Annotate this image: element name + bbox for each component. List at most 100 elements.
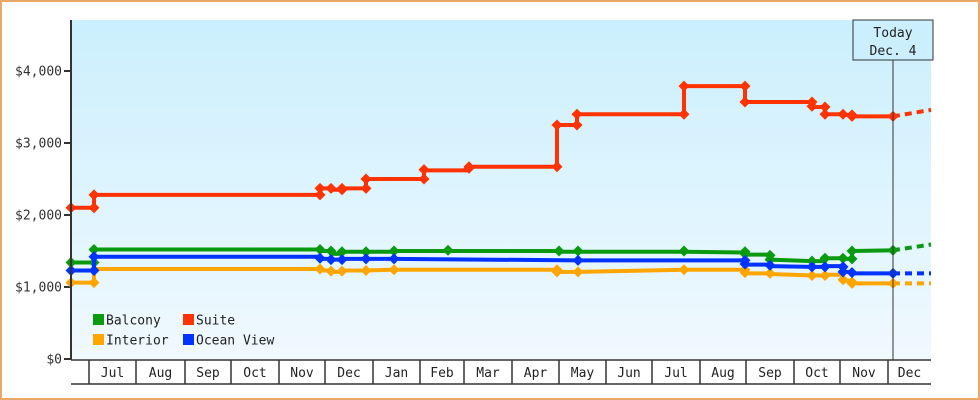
x-month-label: Feb <box>430 366 454 381</box>
data-point[interactable] <box>806 100 818 112</box>
data-point[interactable] <box>739 248 751 260</box>
data-point[interactable] <box>572 254 584 266</box>
data-point[interactable] <box>360 246 372 258</box>
data-point[interactable] <box>551 266 563 278</box>
data-point[interactable] <box>463 161 475 173</box>
data-point[interactable] <box>314 189 326 201</box>
data-point[interactable] <box>360 264 372 276</box>
x-month-label: Dec <box>337 366 360 381</box>
series-balcony <box>65 242 932 269</box>
data-point[interactable] <box>846 110 858 122</box>
data-point[interactable] <box>806 255 818 267</box>
x-month-label: May <box>571 366 595 381</box>
data-point[interactable] <box>739 80 751 92</box>
data-point[interactable] <box>764 259 776 271</box>
data-point[interactable] <box>819 252 831 264</box>
legend-swatch <box>183 334 194 345</box>
data-point[interactable] <box>739 96 751 108</box>
data-point[interactable] <box>88 277 100 289</box>
data-point[interactable] <box>88 189 100 201</box>
legend-item-balcony[interactable]: Balcony <box>93 314 161 329</box>
data-point[interactable] <box>325 245 337 257</box>
y-axis-ticks: $0 $1,000 $2,000 $3,000 $4,000 <box>15 65 71 368</box>
data-point[interactable] <box>739 267 751 279</box>
data-point[interactable] <box>325 265 337 277</box>
x-month-label: Oct <box>243 366 266 381</box>
data-point[interactable] <box>846 277 858 289</box>
legend-item-ocean-view[interactable]: Ocean View <box>183 334 274 349</box>
legend-swatch <box>93 314 104 325</box>
data-point[interactable] <box>571 108 583 120</box>
data-point[interactable] <box>88 244 100 256</box>
data-point[interactable] <box>553 245 565 257</box>
data-point[interactable] <box>88 202 100 214</box>
data-point[interactable] <box>764 254 776 266</box>
data-point[interactable] <box>678 245 690 257</box>
data-point[interactable] <box>764 267 776 279</box>
data-point[interactable] <box>418 164 430 176</box>
data-point[interactable] <box>314 263 326 275</box>
data-point[interactable] <box>819 108 831 120</box>
data-point[interactable] <box>819 261 831 273</box>
y-tick-label: $4,000 <box>15 65 62 80</box>
x-month-label: Nov <box>852 366 876 381</box>
data-point[interactable] <box>336 246 348 258</box>
data-point[interactable] <box>325 254 337 266</box>
x-axis-months: Jul Aug Sep Oct Nov Dec Jan Feb Mar Apr May Jun Jul A… <box>71 359 931 385</box>
data-point[interactable] <box>837 108 849 120</box>
series-suite <box>65 80 932 214</box>
data-point[interactable] <box>418 173 430 185</box>
x-month-label: Nov <box>290 366 314 381</box>
data-point[interactable] <box>678 264 690 276</box>
data-point[interactable] <box>678 108 690 120</box>
data-point[interactable] <box>572 266 584 278</box>
x-month-label: Sep <box>758 366 782 381</box>
data-point[interactable] <box>314 252 326 264</box>
legend: Balcony Suite Interior Ocean View <box>93 314 274 349</box>
data-point[interactable] <box>837 274 849 286</box>
data-point[interactable] <box>336 182 348 194</box>
data-point[interactable] <box>360 182 372 194</box>
data-point[interactable] <box>678 80 690 92</box>
data-point[interactable] <box>88 251 100 263</box>
data-point[interactable] <box>388 245 400 257</box>
data-point[interactable] <box>846 253 858 265</box>
legend-swatch <box>93 334 104 345</box>
x-month-label: Jan <box>385 366 408 381</box>
legend-swatch <box>183 314 194 325</box>
data-point[interactable] <box>336 265 348 277</box>
x-month-label: Apr <box>524 366 548 381</box>
data-point[interactable] <box>819 101 831 113</box>
x-month-label: Dec <box>898 366 921 381</box>
legend-item-interior[interactable]: Interior <box>93 334 169 349</box>
data-point[interactable] <box>88 264 100 276</box>
data-point[interactable] <box>325 182 337 194</box>
data-point[interactable] <box>846 267 858 279</box>
data-point[interactable] <box>442 244 454 256</box>
data-point[interactable] <box>551 161 563 173</box>
data-point[interactable] <box>739 258 751 270</box>
data-point[interactable] <box>806 269 818 281</box>
data-point[interactable] <box>572 245 584 257</box>
today-label: Today <box>873 26 912 41</box>
data-point[interactable] <box>336 254 348 266</box>
data-point[interactable] <box>314 244 326 256</box>
data-point[interactable] <box>388 253 400 265</box>
data-point[interactable] <box>846 245 858 257</box>
legend-item-suite[interactable]: Suite <box>183 314 235 329</box>
data-point[interactable] <box>360 253 372 265</box>
plot-area <box>72 20 931 359</box>
data-point[interactable] <box>837 266 849 278</box>
data-point[interactable] <box>360 173 372 185</box>
data-point[interactable] <box>314 182 326 194</box>
x-month-label: Aug <box>149 366 172 381</box>
today-marker: Today Dec. 4 <box>852 19 934 360</box>
data-point[interactable] <box>806 261 818 273</box>
data-point[interactable] <box>837 252 849 264</box>
data-point[interactable] <box>388 264 400 276</box>
data-point[interactable] <box>819 269 831 281</box>
data-point[interactable] <box>571 119 583 131</box>
series-interior <box>65 263 931 289</box>
data-point[interactable] <box>551 119 563 131</box>
x-month-label: Oct <box>805 366 828 381</box>
